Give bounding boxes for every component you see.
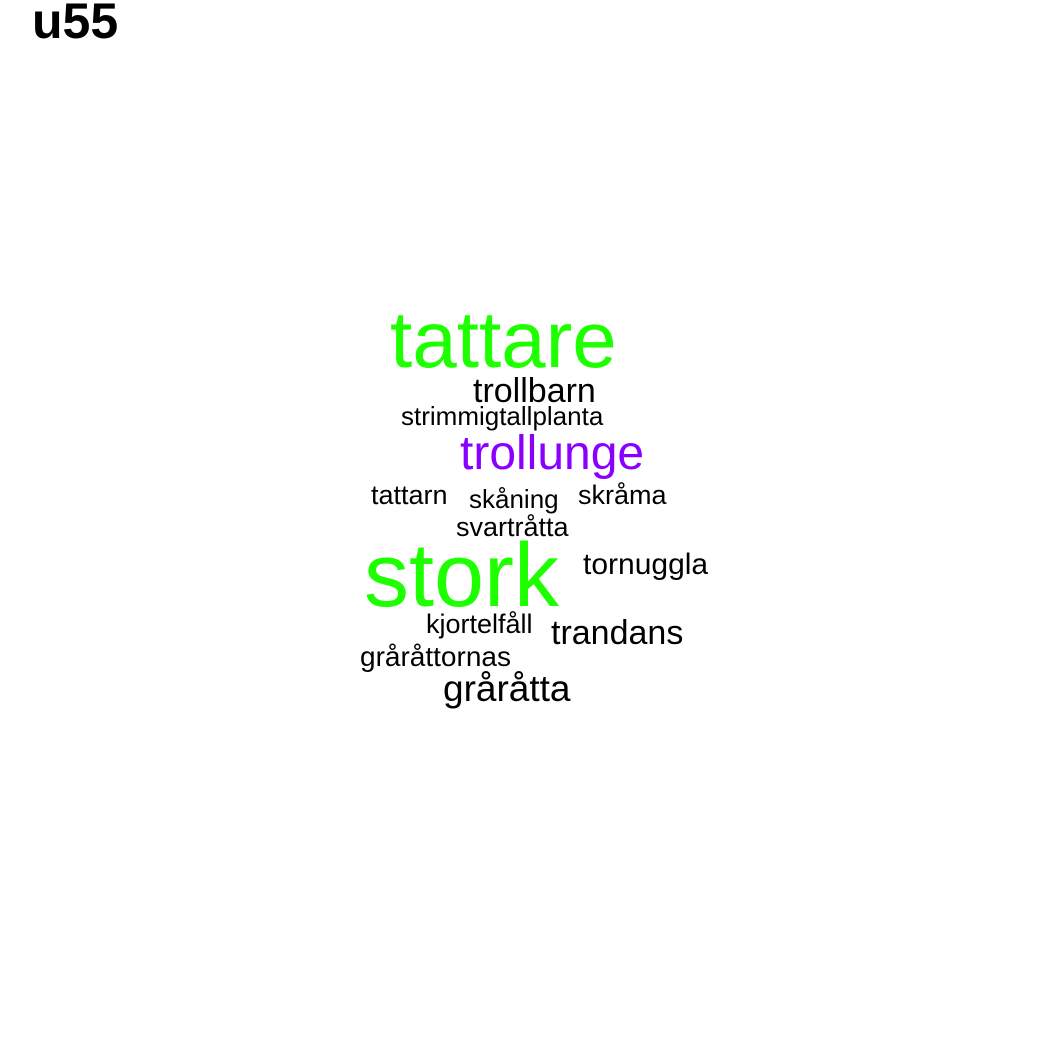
cloud-word-graratornas: gråråttornas — [360, 641, 511, 672]
cloud-word-trollbarn: trollbarn — [473, 372, 596, 410]
cloud-word-stork: stork — [364, 526, 560, 626]
cloud-word-tornuggla: tornuggla — [583, 548, 709, 581]
cloud-word-tattarn: tattarn — [371, 480, 448, 510]
cloud-word-strimmigtallplanta: strimmigtallplanta — [401, 401, 604, 431]
cloud-word-graratta: gråråtta — [443, 668, 571, 709]
cloud-word-skaning: skåning — [469, 484, 559, 514]
cloud-word-skrama: skråma — [578, 480, 667, 510]
cloud-word-tattare: tattare — [390, 295, 617, 384]
cloud-word-svartratta: svartråtta — [456, 512, 569, 542]
cloud-word-trollunge: trollunge — [460, 427, 645, 480]
page-title: u55 — [32, 0, 119, 49]
cloud-word-trandans: trandans — [551, 614, 684, 652]
cloud-word-kjortelfall: kjortelfåll — [426, 609, 533, 639]
